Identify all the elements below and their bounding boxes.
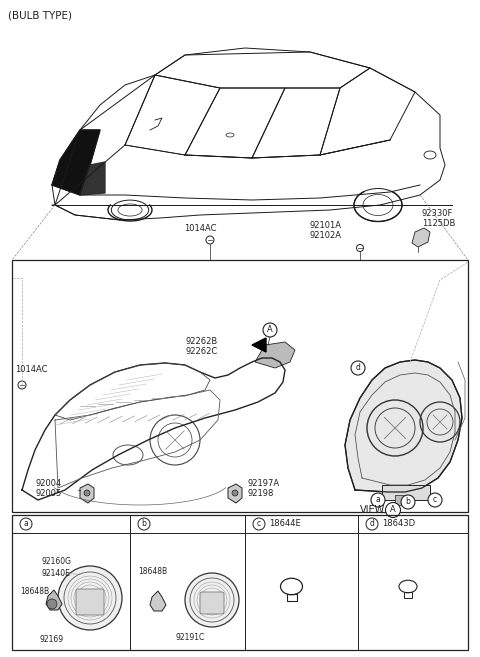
Circle shape xyxy=(232,490,238,496)
Text: 18648B: 18648B xyxy=(20,587,49,597)
Polygon shape xyxy=(228,484,242,503)
Polygon shape xyxy=(52,130,100,195)
Polygon shape xyxy=(80,484,94,503)
Bar xyxy=(404,592,412,598)
Polygon shape xyxy=(345,360,462,492)
Text: a: a xyxy=(376,495,380,505)
Text: 92102A: 92102A xyxy=(310,231,342,240)
Circle shape xyxy=(351,361,365,375)
Circle shape xyxy=(84,490,90,496)
Polygon shape xyxy=(412,228,430,247)
Text: (BULB TYPE): (BULB TYPE) xyxy=(8,10,72,20)
Circle shape xyxy=(138,518,150,530)
Text: b: b xyxy=(406,497,410,507)
Text: A: A xyxy=(390,505,396,514)
Bar xyxy=(287,594,297,600)
Text: 92160G: 92160G xyxy=(42,558,72,566)
Text: 1014AC: 1014AC xyxy=(184,224,216,233)
Text: 92169: 92169 xyxy=(40,635,64,645)
Bar xyxy=(12,260,468,512)
Polygon shape xyxy=(252,338,266,352)
Bar xyxy=(12,515,468,650)
Circle shape xyxy=(47,599,57,609)
FancyBboxPatch shape xyxy=(200,592,224,614)
Text: 92140E: 92140E xyxy=(42,570,71,579)
Text: 92262C: 92262C xyxy=(185,348,217,357)
Text: VIEW: VIEW xyxy=(360,505,385,515)
Bar xyxy=(395,495,407,505)
Text: 92005: 92005 xyxy=(35,489,61,499)
Text: a: a xyxy=(24,520,28,528)
Circle shape xyxy=(253,518,265,530)
Text: 92262B: 92262B xyxy=(185,338,217,346)
Circle shape xyxy=(385,503,400,518)
Polygon shape xyxy=(46,590,62,610)
Bar xyxy=(382,485,430,500)
Text: 18644E: 18644E xyxy=(269,520,301,528)
Text: 18648B: 18648B xyxy=(138,568,167,576)
Text: 92101A: 92101A xyxy=(310,221,342,230)
Text: 92330F: 92330F xyxy=(422,209,454,218)
Text: d: d xyxy=(356,363,360,373)
Text: b: b xyxy=(142,520,146,528)
Circle shape xyxy=(366,518,378,530)
Polygon shape xyxy=(255,342,295,368)
FancyBboxPatch shape xyxy=(76,589,104,615)
Text: 92191C: 92191C xyxy=(175,633,204,643)
Text: c: c xyxy=(257,520,261,528)
Text: 92197A: 92197A xyxy=(248,480,280,489)
Circle shape xyxy=(371,493,385,507)
Text: 1014AC: 1014AC xyxy=(15,365,48,374)
Circle shape xyxy=(401,495,415,509)
Circle shape xyxy=(185,573,239,627)
Circle shape xyxy=(20,518,32,530)
Circle shape xyxy=(58,566,122,630)
Text: 1125DB: 1125DB xyxy=(422,219,456,228)
Polygon shape xyxy=(80,162,105,195)
Text: 92004: 92004 xyxy=(35,480,61,489)
Polygon shape xyxy=(150,591,166,611)
Text: c: c xyxy=(433,495,437,505)
Text: A: A xyxy=(267,325,273,334)
Text: 92198: 92198 xyxy=(248,489,275,499)
Text: 18643D: 18643D xyxy=(382,520,415,528)
Circle shape xyxy=(428,493,442,507)
Text: d: d xyxy=(370,520,374,528)
